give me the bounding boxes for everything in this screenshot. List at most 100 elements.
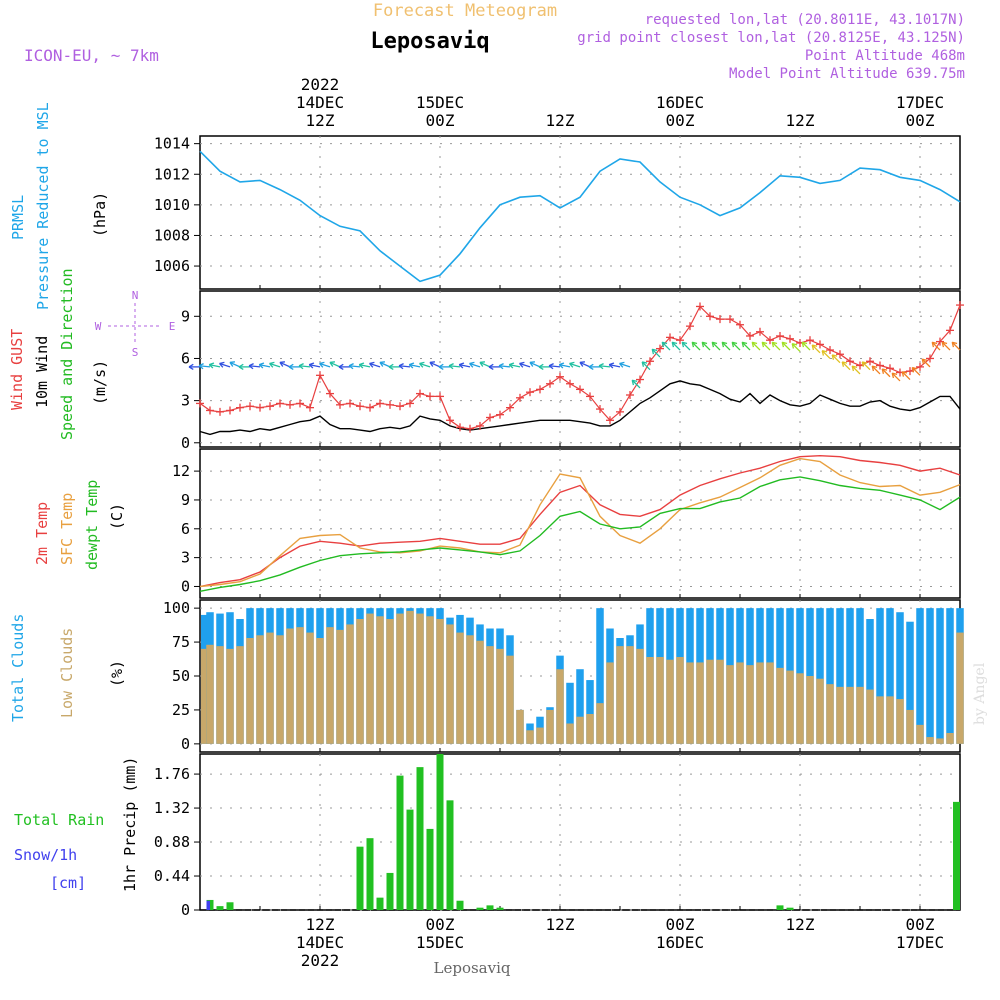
low-clouds-bar <box>276 635 284 744</box>
total-clouds-bar <box>906 621 914 744</box>
wind-direction-arrow <box>358 362 371 369</box>
low-clouds-bar <box>426 616 434 744</box>
arrow-head <box>902 371 908 374</box>
wind-gust-point <box>456 423 464 432</box>
arrow-shaft <box>711 341 721 351</box>
arrow-head <box>348 363 354 367</box>
panel-pressure: 1006 1008 1010 1012 1014 <box>154 135 961 290</box>
arrow-head <box>309 362 315 366</box>
wind-direction-arrow <box>951 341 961 351</box>
arrow-shaft <box>309 363 321 368</box>
arrow-head <box>931 342 935 348</box>
low-clouds-bar <box>206 644 214 744</box>
wind-direction-arrow <box>701 341 711 351</box>
wind-gust-point <box>936 337 944 346</box>
arrow-shaft <box>701 341 711 351</box>
total-clouds-bar <box>846 608 854 744</box>
low-clouds-bar <box>486 646 494 744</box>
top-time-label: 17DEC <box>896 93 944 112</box>
total-clouds-bar <box>816 608 824 744</box>
arrow-head <box>209 362 215 366</box>
low-clouds-bar <box>366 613 374 744</box>
arrow-head <box>841 361 845 367</box>
arrow-head <box>229 361 235 364</box>
arrow-head <box>781 342 785 348</box>
arrow-head <box>198 363 204 367</box>
arrow-shaft <box>529 361 541 368</box>
arrow-head <box>508 364 514 369</box>
arrow-head <box>338 363 344 368</box>
bottom-time-label: 12Z <box>306 915 335 934</box>
arrow-head <box>188 366 194 371</box>
arrow-shaft <box>771 341 781 351</box>
arrow-head <box>598 363 604 367</box>
wind-gust-point <box>926 354 934 363</box>
arrow-head <box>832 354 838 357</box>
wind-direction-arrow <box>238 363 250 371</box>
wind-direction-arrow <box>379 361 391 368</box>
rain-bar <box>776 905 784 910</box>
arrow-head <box>692 341 698 345</box>
wind-direction-arrow <box>671 341 681 351</box>
wind-direction-arrow <box>338 363 350 371</box>
low-clouds-bar <box>496 648 504 744</box>
pressure-ytick-label: 1014 <box>154 135 190 153</box>
arrow-head <box>529 361 535 364</box>
temperature-ytick-label: 3 <box>181 549 190 567</box>
arrow-shaft <box>498 365 511 368</box>
arrow-head <box>498 363 504 367</box>
precip-axis-label: 1hr Precip (mm) <box>121 757 139 892</box>
arrow-shaft <box>559 363 571 368</box>
temp-sfc-line <box>199 457 961 588</box>
arrow-head <box>248 365 254 370</box>
location-title: Leposaviq <box>370 29 489 54</box>
arrow-shaft <box>811 344 821 354</box>
bottom-time-label: 12Z <box>786 915 815 934</box>
arrow-head <box>852 365 858 368</box>
wind-gust-point <box>666 333 674 342</box>
arrow-head <box>811 344 815 351</box>
pressure-ytick-label: 1006 <box>154 257 190 275</box>
low-clouds-bar <box>756 662 764 744</box>
wind-ytick-label: 0 <box>181 434 190 452</box>
wind-direction-arrow <box>691 341 701 351</box>
top-time-label: 2022 <box>301 75 340 94</box>
arrow-head <box>608 364 614 369</box>
low-clouds-bar <box>246 638 254 744</box>
low-clouds-bar <box>416 613 424 744</box>
low-clouds-bar <box>876 696 884 744</box>
wind-direction-arrow <box>931 341 941 351</box>
arrow-shaft <box>891 372 901 382</box>
rain-bar <box>386 872 394 910</box>
low-clouds-bar <box>806 676 814 744</box>
arrow-head <box>922 358 928 361</box>
wind-gust-point <box>626 391 634 399</box>
arrow-head <box>469 361 475 365</box>
arrow-head <box>329 362 334 367</box>
wind-gust-point <box>446 416 454 425</box>
arrow-head <box>338 366 344 371</box>
arrow-head <box>519 361 525 365</box>
arrow-head <box>862 361 868 364</box>
wind-direction-arrow <box>319 361 331 368</box>
wind-direction-arrow <box>651 348 661 358</box>
arrow-head <box>851 365 855 372</box>
bottom-time-label: 14DEC <box>296 933 344 952</box>
arrow-head <box>861 361 865 367</box>
arrow-head <box>812 344 818 347</box>
arrow-head <box>711 342 715 348</box>
low-clouds-bar <box>706 659 714 744</box>
wind-gust-point <box>816 340 824 349</box>
wind-gust-point <box>946 326 954 335</box>
wind-direction-arrow <box>488 363 500 371</box>
precipitation-ytick-label: 1.32 <box>154 799 190 817</box>
wind-direction-arrow <box>911 366 921 376</box>
temperature-ytick-label: 0 <box>181 577 190 595</box>
wind-direction-arrow <box>871 365 881 375</box>
wind-direction-arrow <box>458 362 471 369</box>
low-clouds-bar <box>546 709 554 744</box>
arrow-head <box>822 350 828 353</box>
temp-label-sfc: SFC Temp <box>58 493 76 565</box>
arrow-head <box>881 368 885 374</box>
wind-direction-arrow <box>498 363 511 370</box>
